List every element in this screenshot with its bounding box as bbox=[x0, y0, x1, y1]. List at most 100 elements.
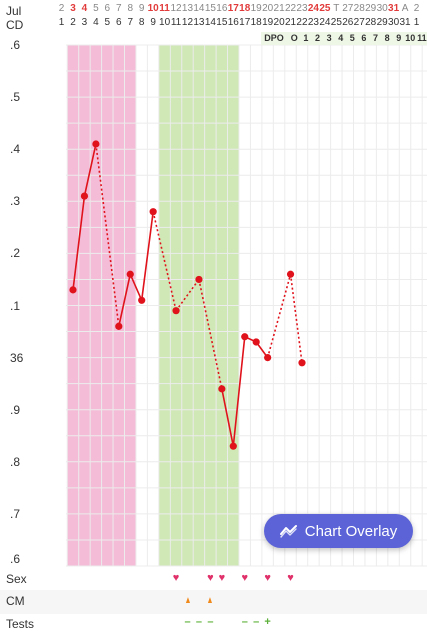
temp-line-segment bbox=[221, 388, 235, 447]
cycle-day-cell: 20 bbox=[273, 17, 285, 28]
cycle-day-cell: 2 bbox=[70, 17, 76, 28]
date-cell: 20 bbox=[262, 3, 274, 14]
y-axis-label: .6 bbox=[10, 38, 21, 52]
cd-label: CD bbox=[6, 18, 24, 32]
test-mark: – bbox=[241, 616, 248, 628]
date-cell: 10 bbox=[147, 3, 159, 14]
y-axis-label: .9 bbox=[10, 402, 21, 417]
test-mark: + bbox=[264, 616, 271, 628]
y-axis-label: .2 bbox=[10, 246, 21, 261]
temp-point bbox=[172, 307, 180, 315]
date-cell: 19 bbox=[250, 3, 262, 14]
chart-overlay-label: Chart Overlay bbox=[304, 522, 398, 540]
date-cell: 28 bbox=[353, 3, 365, 14]
cycle-day-cell: 31 bbox=[399, 17, 411, 28]
temp-line-segment bbox=[95, 143, 120, 327]
date-cell: 24 bbox=[307, 3, 319, 14]
temp-point bbox=[115, 322, 123, 330]
test-mark: – bbox=[195, 616, 202, 628]
cm-label: CM bbox=[6, 594, 25, 608]
date-cell: 3 bbox=[70, 3, 76, 14]
chart-line-icon bbox=[279, 525, 297, 538]
heart-icon: ♥ bbox=[264, 572, 271, 584]
date-cell: 2 bbox=[58, 3, 65, 14]
date-cell: 29 bbox=[365, 3, 377, 14]
date-cell: 17 bbox=[227, 3, 239, 14]
dpo-cell: 2 bbox=[314, 33, 320, 43]
cycle-day-cell: 1 bbox=[413, 17, 420, 28]
sex-label: Sex bbox=[6, 572, 27, 586]
y-axis-label: .6 bbox=[10, 552, 21, 566]
test-mark: – bbox=[207, 616, 214, 628]
cm-row bbox=[0, 590, 427, 614]
test-mark: – bbox=[253, 616, 260, 628]
temp-line-segment bbox=[83, 143, 97, 197]
date-cell: 9 bbox=[138, 3, 145, 14]
dpo-cell: 9 bbox=[396, 33, 402, 43]
tests-label: Tests bbox=[6, 617, 35, 631]
date-cell: 12 bbox=[170, 3, 182, 14]
cycle-day-cell: 22 bbox=[296, 17, 308, 28]
temp-line-segment bbox=[175, 278, 200, 312]
temp-point bbox=[149, 208, 157, 216]
temp-line-segment bbox=[140, 211, 154, 301]
date-cell: T bbox=[333, 3, 340, 14]
y-axis-label: .1 bbox=[10, 298, 21, 313]
dpo-cell: 10 bbox=[405, 33, 416, 43]
cycle-day-cell: 8 bbox=[138, 17, 145, 28]
temp-line-segment bbox=[152, 211, 177, 311]
heart-icon: ♥ bbox=[172, 572, 180, 584]
cycle-day-cell: 19 bbox=[262, 17, 274, 28]
cycle-day-cell: 6 bbox=[116, 17, 122, 28]
cycle-day-cell: 23 bbox=[307, 17, 319, 28]
cycle-day-cell: 24 bbox=[319, 17, 331, 28]
cycle-day-cell: 28 bbox=[365, 17, 377, 28]
dpo-cell: DPO bbox=[264, 33, 284, 43]
dpo-cell: 3 bbox=[326, 33, 332, 43]
temp-point bbox=[241, 333, 249, 341]
date-cell: 25 bbox=[319, 3, 331, 14]
dpo-cell: O bbox=[290, 33, 298, 43]
cycle-day-cell: 3 bbox=[81, 17, 88, 28]
cycle-day-cell: 13 bbox=[193, 17, 205, 28]
temp-point bbox=[286, 270, 295, 278]
date-cell: 5 bbox=[93, 3, 99, 14]
temp-point bbox=[138, 296, 146, 304]
chart-overlay-button[interactable]: Chart Overlay bbox=[264, 514, 413, 548]
cycle-day-cell: 16 bbox=[227, 17, 239, 28]
dpo-cell: 11 bbox=[417, 33, 427, 43]
cycle-day-cell: 10 bbox=[159, 17, 171, 28]
cycle-day-cell: 17 bbox=[239, 17, 251, 28]
temp-line-segment bbox=[198, 279, 223, 390]
cycle-day-cell: 26 bbox=[342, 17, 354, 28]
date-cell: A bbox=[401, 3, 409, 14]
cycle-day-cell: 5 bbox=[104, 17, 111, 28]
dpo-cell: 7 bbox=[372, 33, 378, 43]
month-label: Jul bbox=[6, 4, 22, 18]
temp-line-segment bbox=[118, 274, 132, 327]
date-cell: 2 bbox=[413, 3, 420, 14]
date-cell: 13 bbox=[181, 3, 194, 14]
cycle-day-cell: 29 bbox=[376, 17, 388, 28]
date-cell: 23 bbox=[296, 3, 308, 14]
date-cell: 30 bbox=[376, 3, 388, 14]
y-axis-label: .4 bbox=[10, 142, 21, 157]
temp-point bbox=[69, 286, 77, 294]
drop-icon: ▲ bbox=[206, 595, 214, 606]
cycle-day-cell: 11 bbox=[170, 17, 182, 28]
cycle-day-cell: 27 bbox=[353, 17, 365, 28]
temp-point bbox=[229, 442, 237, 450]
date-cell: 18 bbox=[239, 3, 251, 14]
date-cell: 15 bbox=[204, 3, 216, 14]
date-cell: 21 bbox=[273, 3, 285, 14]
cycle-day-cell: 30 bbox=[388, 17, 400, 28]
date-cell: 31 bbox=[388, 3, 400, 14]
date-cell: 6 bbox=[104, 3, 111, 14]
temp-line-segment bbox=[266, 274, 292, 358]
date-cell: 7 bbox=[116, 3, 122, 14]
cycle-day-cell: 7 bbox=[127, 17, 134, 28]
temp-point bbox=[218, 385, 226, 393]
cycle-day-cell: 1 bbox=[58, 17, 65, 28]
temp-point bbox=[80, 192, 89, 200]
